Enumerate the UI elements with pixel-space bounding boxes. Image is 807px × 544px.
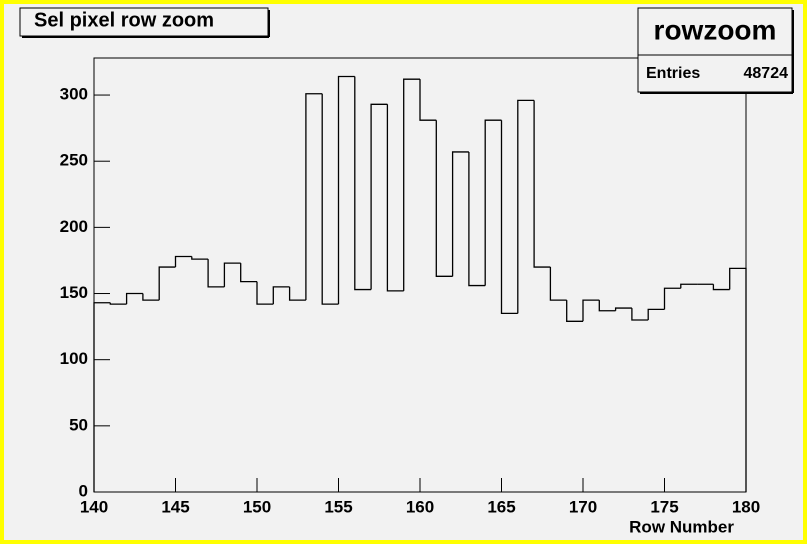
y-tick-label: 50 (69, 415, 88, 434)
y-tick-label: 200 (60, 217, 88, 236)
histogram-bin (240, 263, 257, 283)
histogram-bin (729, 267, 747, 492)
histogram-bin (125, 292, 143, 305)
x-axis-label: Row Number (629, 517, 734, 536)
histogram-bin (712, 284, 730, 291)
histogram-bin (223, 262, 241, 287)
histogram-bin (582, 299, 600, 322)
stats-label: Entries (646, 65, 700, 82)
histogram-bin (354, 76, 372, 291)
histogram-bin (484, 119, 502, 286)
x-tick-label: 150 (243, 497, 271, 516)
histogram-bin (93, 302, 111, 492)
x-tick-label: 175 (650, 497, 678, 516)
histogram-bin (142, 293, 160, 301)
histogram-bin (435, 120, 453, 277)
x-tick-label: 160 (406, 497, 434, 516)
histogram-bin (337, 75, 355, 305)
histogram-bin (451, 151, 469, 277)
histogram-bin (256, 281, 274, 305)
histogram-bin (598, 300, 616, 312)
histogram-bin (288, 286, 306, 301)
chart-title: Sel pixel row zoom (34, 9, 214, 31)
plot-frame (93, 57, 747, 493)
y-tick-label: 300 (60, 85, 88, 104)
histogram-bin (680, 283, 698, 289)
x-tick-label: 170 (569, 497, 597, 516)
stats-value: 48724 (744, 65, 789, 82)
y-tick-label: 250 (60, 151, 88, 170)
histogram-bin (370, 103, 388, 290)
x-tick-label: 140 (80, 497, 108, 516)
histogram-bin (403, 78, 420, 291)
histogram-bin (631, 308, 649, 321)
x-tick-label: 145 (161, 497, 189, 516)
histogram-bin (207, 259, 225, 288)
histogram-bin (321, 93, 339, 305)
histogram-bin (305, 93, 323, 301)
histogram-bin (174, 255, 192, 268)
histogram-bin (158, 266, 176, 301)
stats-box (637, 7, 793, 93)
histogram-bin (500, 120, 518, 315)
x-tick-label: 180 (732, 497, 760, 516)
histogram-bin (533, 100, 551, 268)
x-tick-label: 155 (324, 497, 352, 516)
histogram-bin (109, 302, 127, 305)
y-tick-label: 0 (79, 481, 88, 500)
stats-title: rowzoom (654, 14, 777, 45)
title-box (19, 7, 269, 37)
histogram-bin (386, 104, 404, 292)
histogram-bin (419, 79, 437, 121)
histogram-bin (272, 286, 290, 305)
histogram-bin (566, 300, 583, 322)
histogram-bin (191, 256, 209, 260)
histogram-bin (663, 287, 681, 310)
x-tick-label: 165 (487, 497, 515, 516)
histogram-bin (647, 308, 665, 320)
histogram-bin (614, 307, 632, 311)
histogram-bin (517, 99, 535, 314)
histogram-bin (468, 151, 486, 287)
y-tick-label: 150 (60, 283, 88, 302)
y-tick-label: 100 (60, 349, 88, 368)
histogram-bin (549, 267, 567, 301)
